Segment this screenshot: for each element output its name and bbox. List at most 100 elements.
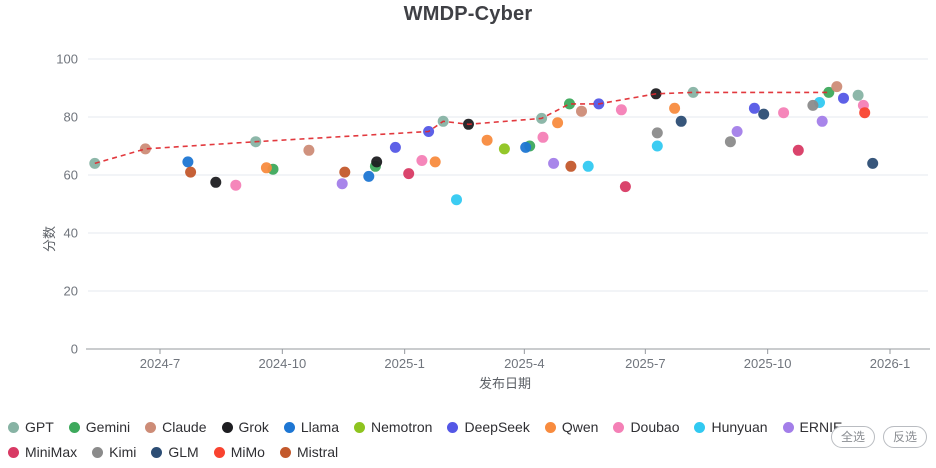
data-point-ernie[interactable] xyxy=(548,157,560,169)
legend-item-kimi[interactable]: Kimi xyxy=(92,443,136,461)
legend-marker-mistral xyxy=(279,446,291,458)
data-point-kimi[interactable] xyxy=(724,136,736,148)
data-point-doubao[interactable] xyxy=(416,155,428,166)
legend-label: MiniMax xyxy=(25,444,78,460)
data-point-llama[interactable] xyxy=(182,156,194,168)
legend-label: Llama xyxy=(300,419,339,435)
data-point-grok[interactable] xyxy=(210,176,222,188)
frontier-line xyxy=(94,91,829,165)
y-tick-label: 20 xyxy=(64,284,78,299)
data-point-qwen[interactable] xyxy=(481,134,493,146)
data-point-ernie[interactable] xyxy=(336,178,348,190)
data-point-kimi[interactable] xyxy=(807,99,819,111)
legend-marker-grok xyxy=(221,421,233,433)
data-point-qwen[interactable] xyxy=(260,162,272,174)
legend-marker-gpt xyxy=(8,421,19,433)
data-point-claude[interactable] xyxy=(831,81,843,93)
legend-item-gemini[interactable]: Gemini xyxy=(68,418,131,436)
legend-marker-kimi xyxy=(92,446,104,458)
data-point-doubao[interactable] xyxy=(778,107,790,119)
data-point-hunyuan[interactable] xyxy=(582,160,594,172)
data-point-glm[interactable] xyxy=(867,157,879,169)
data-point-glm[interactable] xyxy=(675,115,687,127)
legend-marker-gemini xyxy=(68,421,80,433)
legend-item-llama[interactable]: Llama xyxy=(283,418,339,436)
legend-item-grok[interactable]: Grok xyxy=(221,418,269,436)
data-point-mimo[interactable] xyxy=(859,107,871,119)
legend-item-deepseek[interactable]: DeepSeek xyxy=(447,418,530,436)
legend-marker-nemotron xyxy=(354,421,365,433)
data-point-gpt[interactable] xyxy=(852,89,864,101)
data-point-mistral[interactable] xyxy=(565,160,577,172)
legend-item-minimax[interactable]: MiniMax xyxy=(8,443,77,461)
legend-item-qwen[interactable]: Qwen xyxy=(544,418,598,436)
data-point-deepseek[interactable] xyxy=(389,141,401,153)
data-point-hunyuan[interactable] xyxy=(451,194,462,206)
data-point-kimi[interactable] xyxy=(651,127,663,139)
data-point-qwen[interactable] xyxy=(669,102,681,114)
legend-label: Grok xyxy=(238,419,269,435)
data-point-glm[interactable] xyxy=(758,108,770,120)
select-all-button[interactable]: 全选 xyxy=(830,426,875,448)
y-tick-label: 60 xyxy=(64,168,78,183)
data-point-qwen[interactable] xyxy=(429,156,441,168)
data-point-llama[interactable] xyxy=(520,141,532,153)
data-point-minimax[interactable] xyxy=(403,168,415,180)
legend-item-hunyuan[interactable]: Hunyuan xyxy=(694,418,768,436)
legend-marker-doubao xyxy=(613,421,625,433)
legend-label: Nemotron xyxy=(371,419,433,435)
data-point-llama[interactable] xyxy=(363,170,375,182)
data-point-deepseek[interactable] xyxy=(748,102,760,114)
legend-marker-deepseek xyxy=(447,421,459,433)
x-tick-label: 2025-7 xyxy=(625,356,665,371)
legend-marker-qwen xyxy=(544,421,556,433)
legend-label: Kimi xyxy=(109,444,137,460)
data-point-claude[interactable] xyxy=(139,143,151,155)
legend-marker-glm xyxy=(151,446,163,458)
data-point-claude[interactable] xyxy=(576,105,587,117)
legend-item-glm[interactable]: GLM xyxy=(151,443,199,461)
data-point-doubao[interactable] xyxy=(230,179,242,191)
data-point-mistral[interactable] xyxy=(185,166,197,178)
legend-label: Mistral xyxy=(296,444,339,460)
legend-label: Claude xyxy=(162,419,207,435)
legend-item-gpt[interactable]: GPT xyxy=(8,418,54,436)
legend-label: Doubao xyxy=(630,419,680,435)
x-tick-label: 2026-1 xyxy=(870,356,910,371)
scatter-plot: 0 20 40 60 80 100 2024-7 2024-10 2025-1 2025-4 202… xyxy=(42,52,930,391)
legend-item-mistral[interactable]: Mistral xyxy=(279,443,339,461)
data-point-nemotron[interactable] xyxy=(498,143,510,155)
legend-label: GLM xyxy=(168,444,199,460)
y-tick-label: 0 xyxy=(71,342,78,357)
invert-selection-button[interactable]: 反选 xyxy=(882,426,927,448)
data-point-doubao[interactable] xyxy=(537,131,549,143)
x-tick-label: 2025-4 xyxy=(504,356,544,371)
data-point-ernie[interactable] xyxy=(731,126,743,137)
data-point-gemini[interactable] xyxy=(564,98,575,110)
y-tick-label: 40 xyxy=(64,226,78,241)
data-point-grok[interactable] xyxy=(371,156,383,168)
data-point-hunyuan[interactable] xyxy=(651,140,663,152)
data-point-qwen[interactable] xyxy=(552,117,564,129)
data-point-deepseek[interactable] xyxy=(838,92,849,104)
legend-item-doubao[interactable]: Doubao xyxy=(613,418,679,436)
data-point-ernie[interactable] xyxy=(816,115,828,127)
x-axis-title: 发布日期 xyxy=(479,376,531,391)
data-point-doubao[interactable] xyxy=(615,104,627,116)
legend-item-nemotron[interactable]: Nemotron xyxy=(354,418,432,436)
data-point-gemini[interactable] xyxy=(823,86,835,98)
y-tick-label: 80 xyxy=(64,110,78,125)
legend-label: Hunyuan xyxy=(711,419,768,435)
legend-marker-mimo xyxy=(213,446,225,458)
data-point-mistral[interactable] xyxy=(339,166,351,178)
data-point-gpt[interactable] xyxy=(687,86,699,98)
legend: GPT Gemini Claude Grok Llama Nemotron DeepSeek… xyxy=(8,418,850,461)
data-point-minimax[interactable] xyxy=(792,144,804,156)
legend-item-mimo[interactable]: MiMo xyxy=(213,443,265,461)
legend-label: Gemini xyxy=(85,419,131,435)
x-tick-label: 2025-10 xyxy=(744,356,792,371)
data-point-claude[interactable] xyxy=(303,144,315,156)
legend-item-claude[interactable]: Claude xyxy=(145,418,207,436)
legend-marker-ernie xyxy=(782,421,794,433)
data-point-minimax[interactable] xyxy=(619,181,631,193)
